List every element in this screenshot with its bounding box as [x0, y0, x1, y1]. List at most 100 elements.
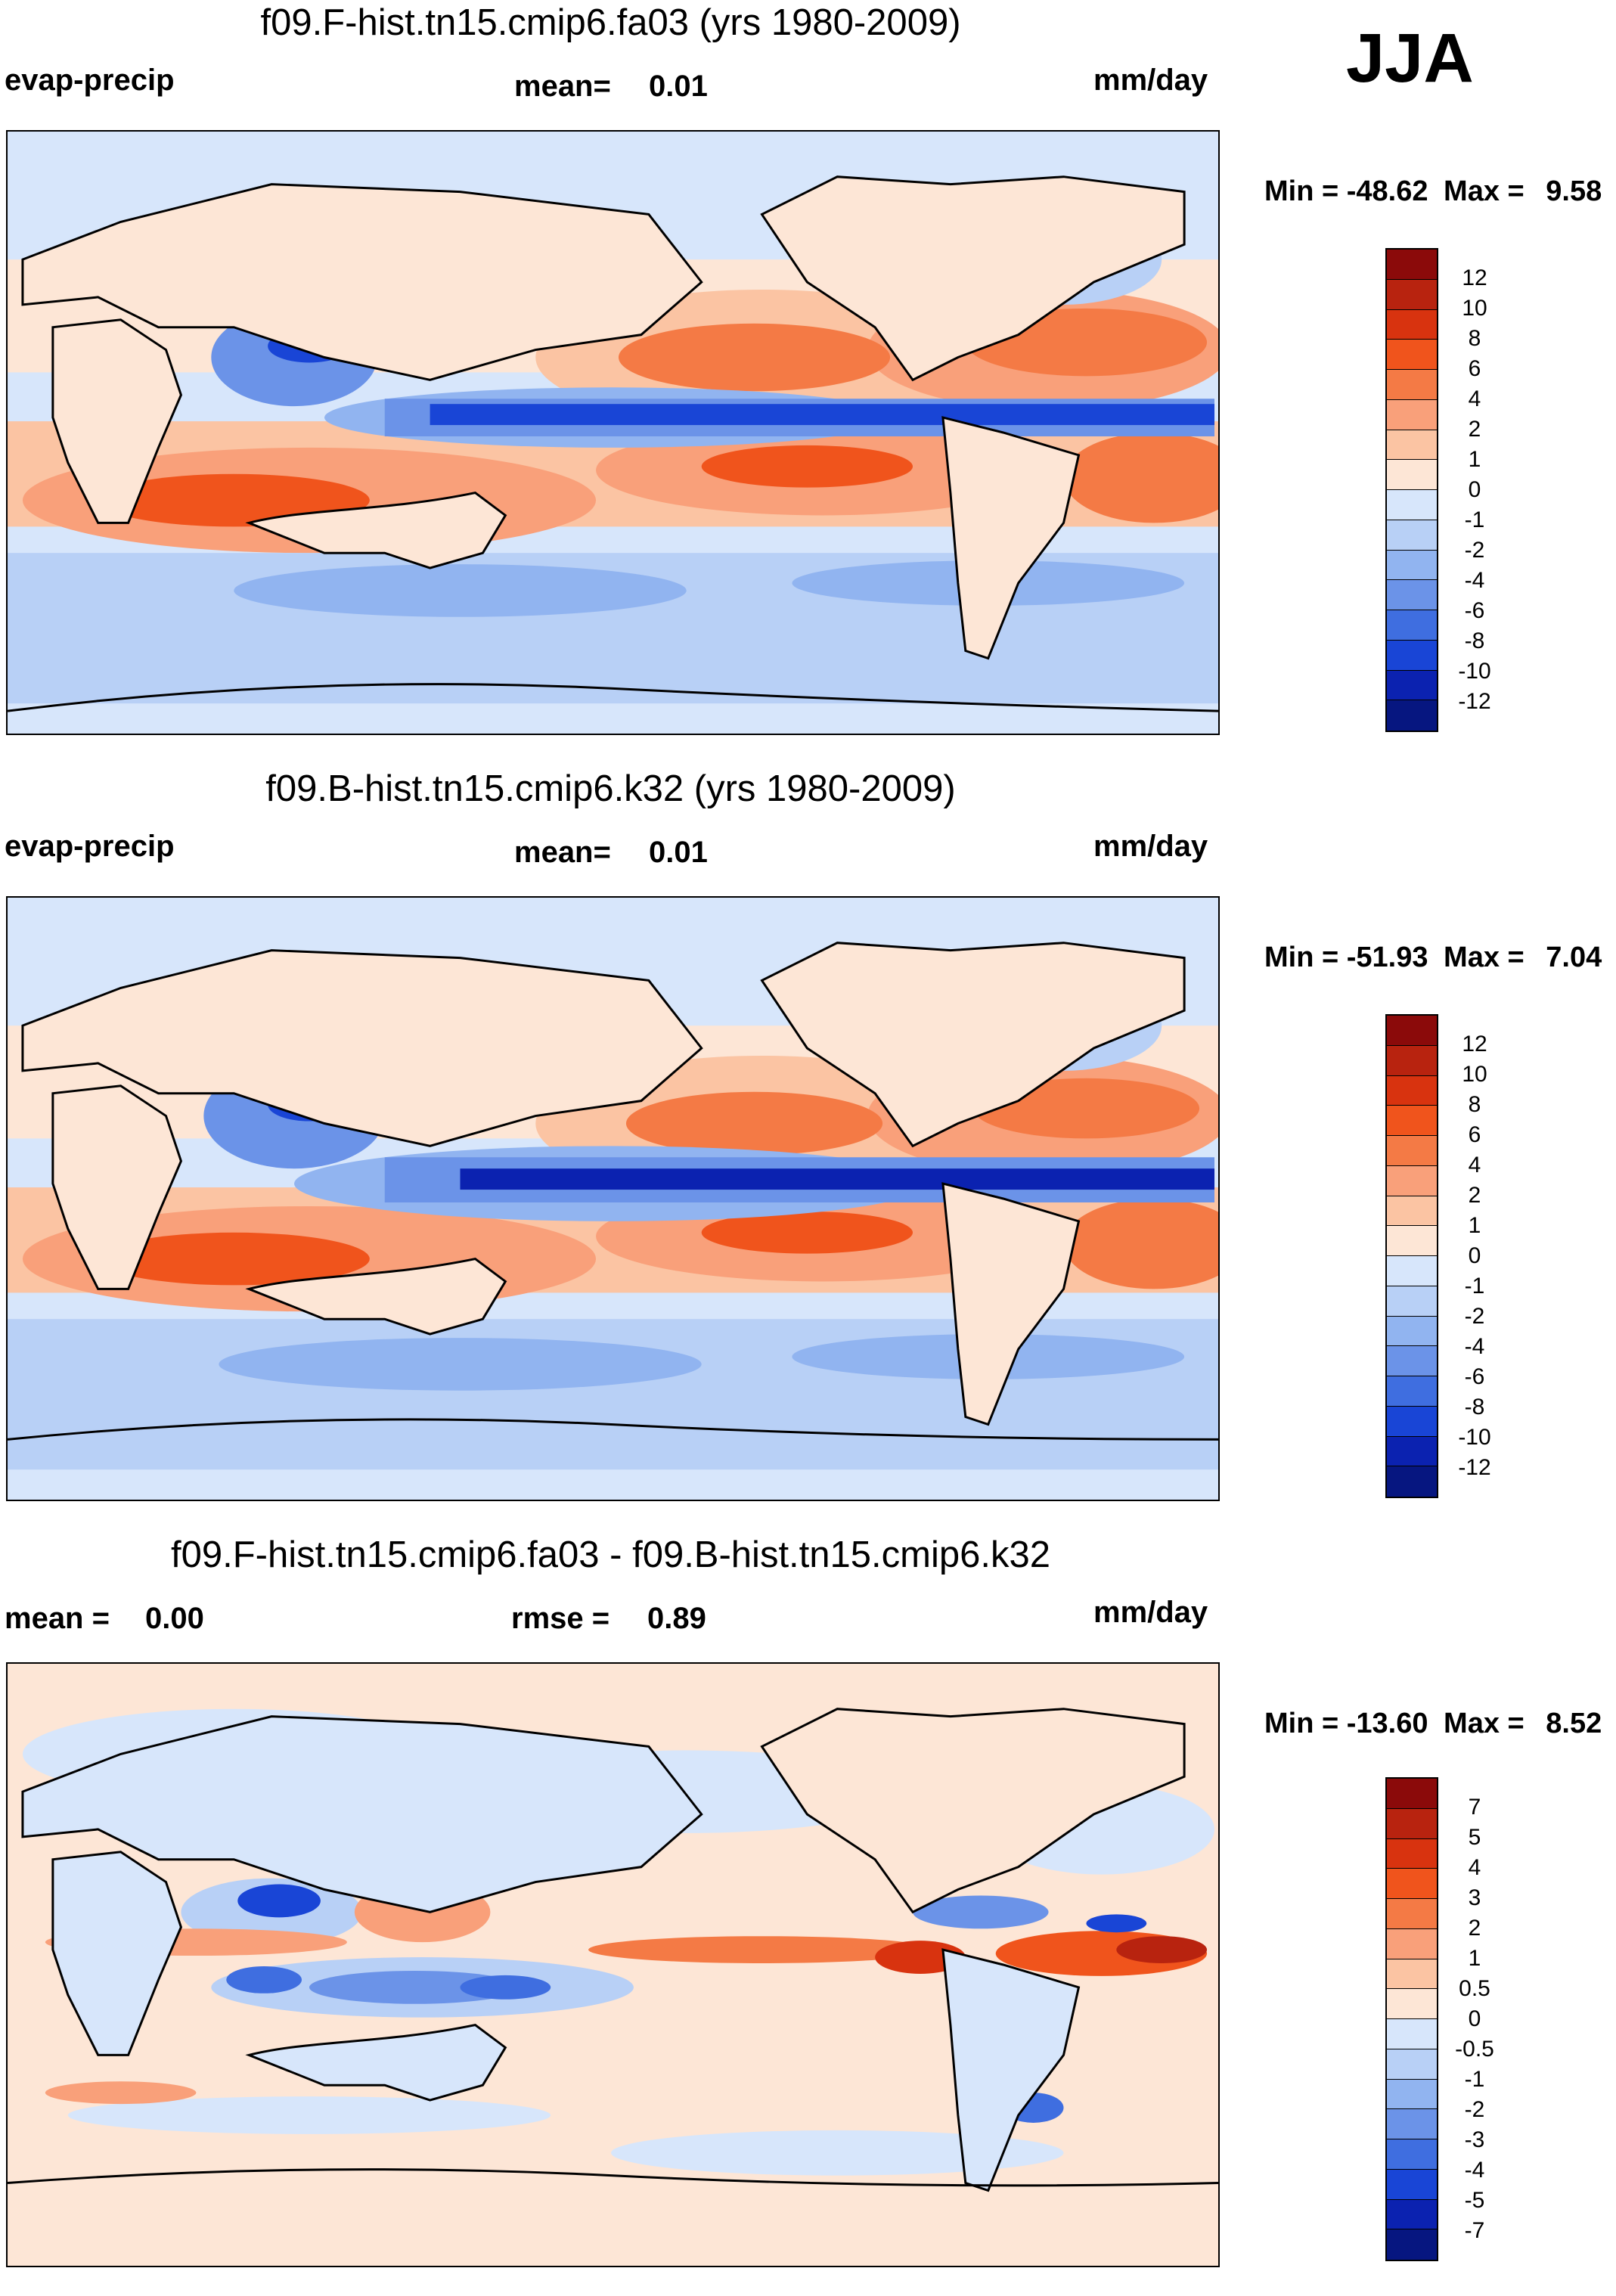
colorbar-tick-label: 4: [1468, 1153, 1481, 1177]
colorbar-tick-label: -4: [1464, 1334, 1485, 1359]
max-text: Max =: [1444, 1708, 1524, 1739]
contour-field: [8, 132, 1218, 734]
colorbar-swatch: [1387, 1136, 1437, 1166]
min-max-label: Min = -51.93 Max = 7.04: [1264, 942, 1602, 974]
colorbar-tick-label: -2: [1464, 538, 1485, 563]
colorbar-swatch: [1387, 460, 1437, 490]
colorbar-tick-label: -2: [1464, 1304, 1485, 1329]
colorbar-swatch: [1387, 1989, 1437, 2019]
colorbar-swatch: [1387, 2169, 1437, 2200]
colorbar-tick-label: 10: [1462, 1062, 1487, 1087]
mean-label: mean=: [514, 70, 611, 103]
colorbar-swatch: [1387, 1376, 1437, 1407]
colorbar-swatch: [1387, 1779, 1437, 1809]
units-label: mm/day: [1093, 830, 1208, 863]
panel-control-run: f09.F-hist.tn15.cmip6.fa03 (yrs 1980-200…: [0, 0, 1616, 764]
colorbar-swatch: [1387, 1106, 1437, 1136]
colorbar-tick-label: -12: [1458, 1455, 1491, 1480]
colorbar-swatch: [1387, 490, 1437, 520]
colorbar-tick-label: -2: [1464, 2097, 1485, 2122]
panel-title: f09.B-hist.tn15.cmip6.k32 (yrs 1980-2009…: [265, 768, 956, 809]
colorbar-tick-label: 1: [1468, 1946, 1481, 1971]
colorbar-swatch: [1387, 1466, 1437, 1497]
colorbar-tick-label: 6: [1468, 1122, 1481, 1147]
colorbar-tick-label: -1: [1464, 507, 1485, 532]
panel-difference: f09.F-hist.tn15.cmip6.fa03 - f09.B-hist.…: [0, 1532, 1616, 2296]
units-label: mm/day: [1093, 64, 1208, 97]
colorbar-swatch: [1387, 250, 1437, 280]
colorbar-swatch: [1387, 1165, 1437, 1196]
colorbar-swatch: [1387, 1928, 1437, 1959]
colorbar-swatch: [1387, 520, 1437, 551]
colorbar-tick-label: 5: [1468, 1825, 1481, 1850]
colorbar-swatch: [1387, 2049, 1437, 2080]
min-text: Min = -48.62: [1264, 175, 1428, 207]
variable-label: evap-precip: [5, 830, 175, 863]
colorbar-swatch: [1387, 670, 1437, 701]
colorbar-tick-label: -4: [1464, 568, 1485, 593]
map-plot: [6, 896, 1220, 1501]
colorbar-swatch: [1387, 279, 1437, 310]
colorbar-tick-label: 0.5: [1459, 1976, 1490, 2001]
colorbar-swatch: [1387, 550, 1437, 581]
season-label: JJA: [1346, 20, 1474, 97]
colorbar-tick-label: -4: [1464, 2158, 1485, 2183]
mean-label: mean=: [514, 836, 611, 869]
colorbar-tick-label: 8: [1468, 326, 1481, 351]
variable-label: evap-precip: [5, 64, 175, 97]
colorbar-tick-label: -3: [1464, 2127, 1485, 2152]
colorbar-swatch: [1387, 2079, 1437, 2110]
colorbar-swatch: [1387, 1869, 1437, 1899]
colorbar-tick-label: 12: [1462, 1032, 1487, 1056]
colorbar-tick-label: -7: [1464, 2218, 1485, 2243]
colorbar-tick-label: -8: [1464, 1395, 1485, 1419]
min-max-label: Min = -48.62 Max = 9.58: [1264, 175, 1602, 208]
colorbar-tick-label: 6: [1468, 356, 1481, 381]
colorbar-tick-label: -10: [1458, 659, 1491, 684]
colorbar-tick-label: -8: [1464, 628, 1485, 653]
colorbar-swatch: [1387, 700, 1437, 731]
colorbar-swatch: [1387, 399, 1437, 430]
colorbar-tick-label: 1: [1468, 447, 1481, 472]
colorbar-tick-label: -1: [1464, 2067, 1485, 2092]
colorbar-swatch: [1387, 1075, 1437, 1106]
colorbar-swatch: [1387, 610, 1437, 641]
colorbar-swatch: [1387, 1808, 1437, 1839]
colorbar-tick-label: 0: [1468, 1243, 1481, 1268]
colorbar-swatch: [1387, 1406, 1437, 1437]
colorbar-swatch: [1387, 1286, 1437, 1317]
max-value: 7.04: [1546, 942, 1602, 973]
colorbar-tick-label: -10: [1458, 1425, 1491, 1450]
panel-coupled-run: f09.B-hist.tn15.cmip6.k32 (yrs 1980-2009…: [0, 766, 1616, 1530]
min-text: Min = -51.93: [1264, 942, 1428, 973]
colorbar-tick-label: 2: [1468, 1183, 1481, 1208]
colorbar-swatch: [1387, 1256, 1437, 1286]
colorbar-tick-label: -6: [1464, 598, 1485, 623]
colorbar-tick-label: 8: [1468, 1092, 1481, 1117]
colorbar-swatch: [1387, 640, 1437, 671]
colorbar-swatch: [1387, 2139, 1437, 2170]
mean-value: 0.01: [649, 836, 708, 869]
colorbar-tick-label: -12: [1458, 689, 1491, 714]
colorbar-swatch: [1387, 309, 1437, 340]
colorbar-tick-label: 10: [1462, 296, 1487, 321]
colorbar-tick-label: 2: [1468, 1916, 1481, 1941]
colorbar-tick-label: 7: [1468, 1795, 1481, 1820]
colorbar-tick-label: 12: [1462, 265, 1487, 290]
colorbar-swatch: [1387, 1016, 1437, 1046]
colorbar-tick-label: 3: [1468, 1885, 1481, 1910]
colorbar-tick-label: -0.5: [1455, 2037, 1494, 2062]
colorbar-swatch: [1387, 1226, 1437, 1256]
colorbar-tick-label: -1: [1464, 1274, 1485, 1298]
map-plot: [6, 1662, 1220, 2267]
colorbar-tick-label: -6: [1464, 1364, 1485, 1389]
contour-field: [8, 898, 1218, 1500]
max-text: Max =: [1444, 175, 1524, 207]
colorbar-tick-label: 4: [1468, 386, 1481, 411]
colorbar-swatch: [1387, 2109, 1437, 2139]
colorbar-swatch: [1387, 1045, 1437, 1076]
colorbar-swatch: [1387, 1346, 1437, 1376]
rmse-value: 0.89: [647, 1602, 706, 1635]
colorbar-swatch: [1387, 340, 1437, 370]
map-plot: [6, 130, 1220, 735]
